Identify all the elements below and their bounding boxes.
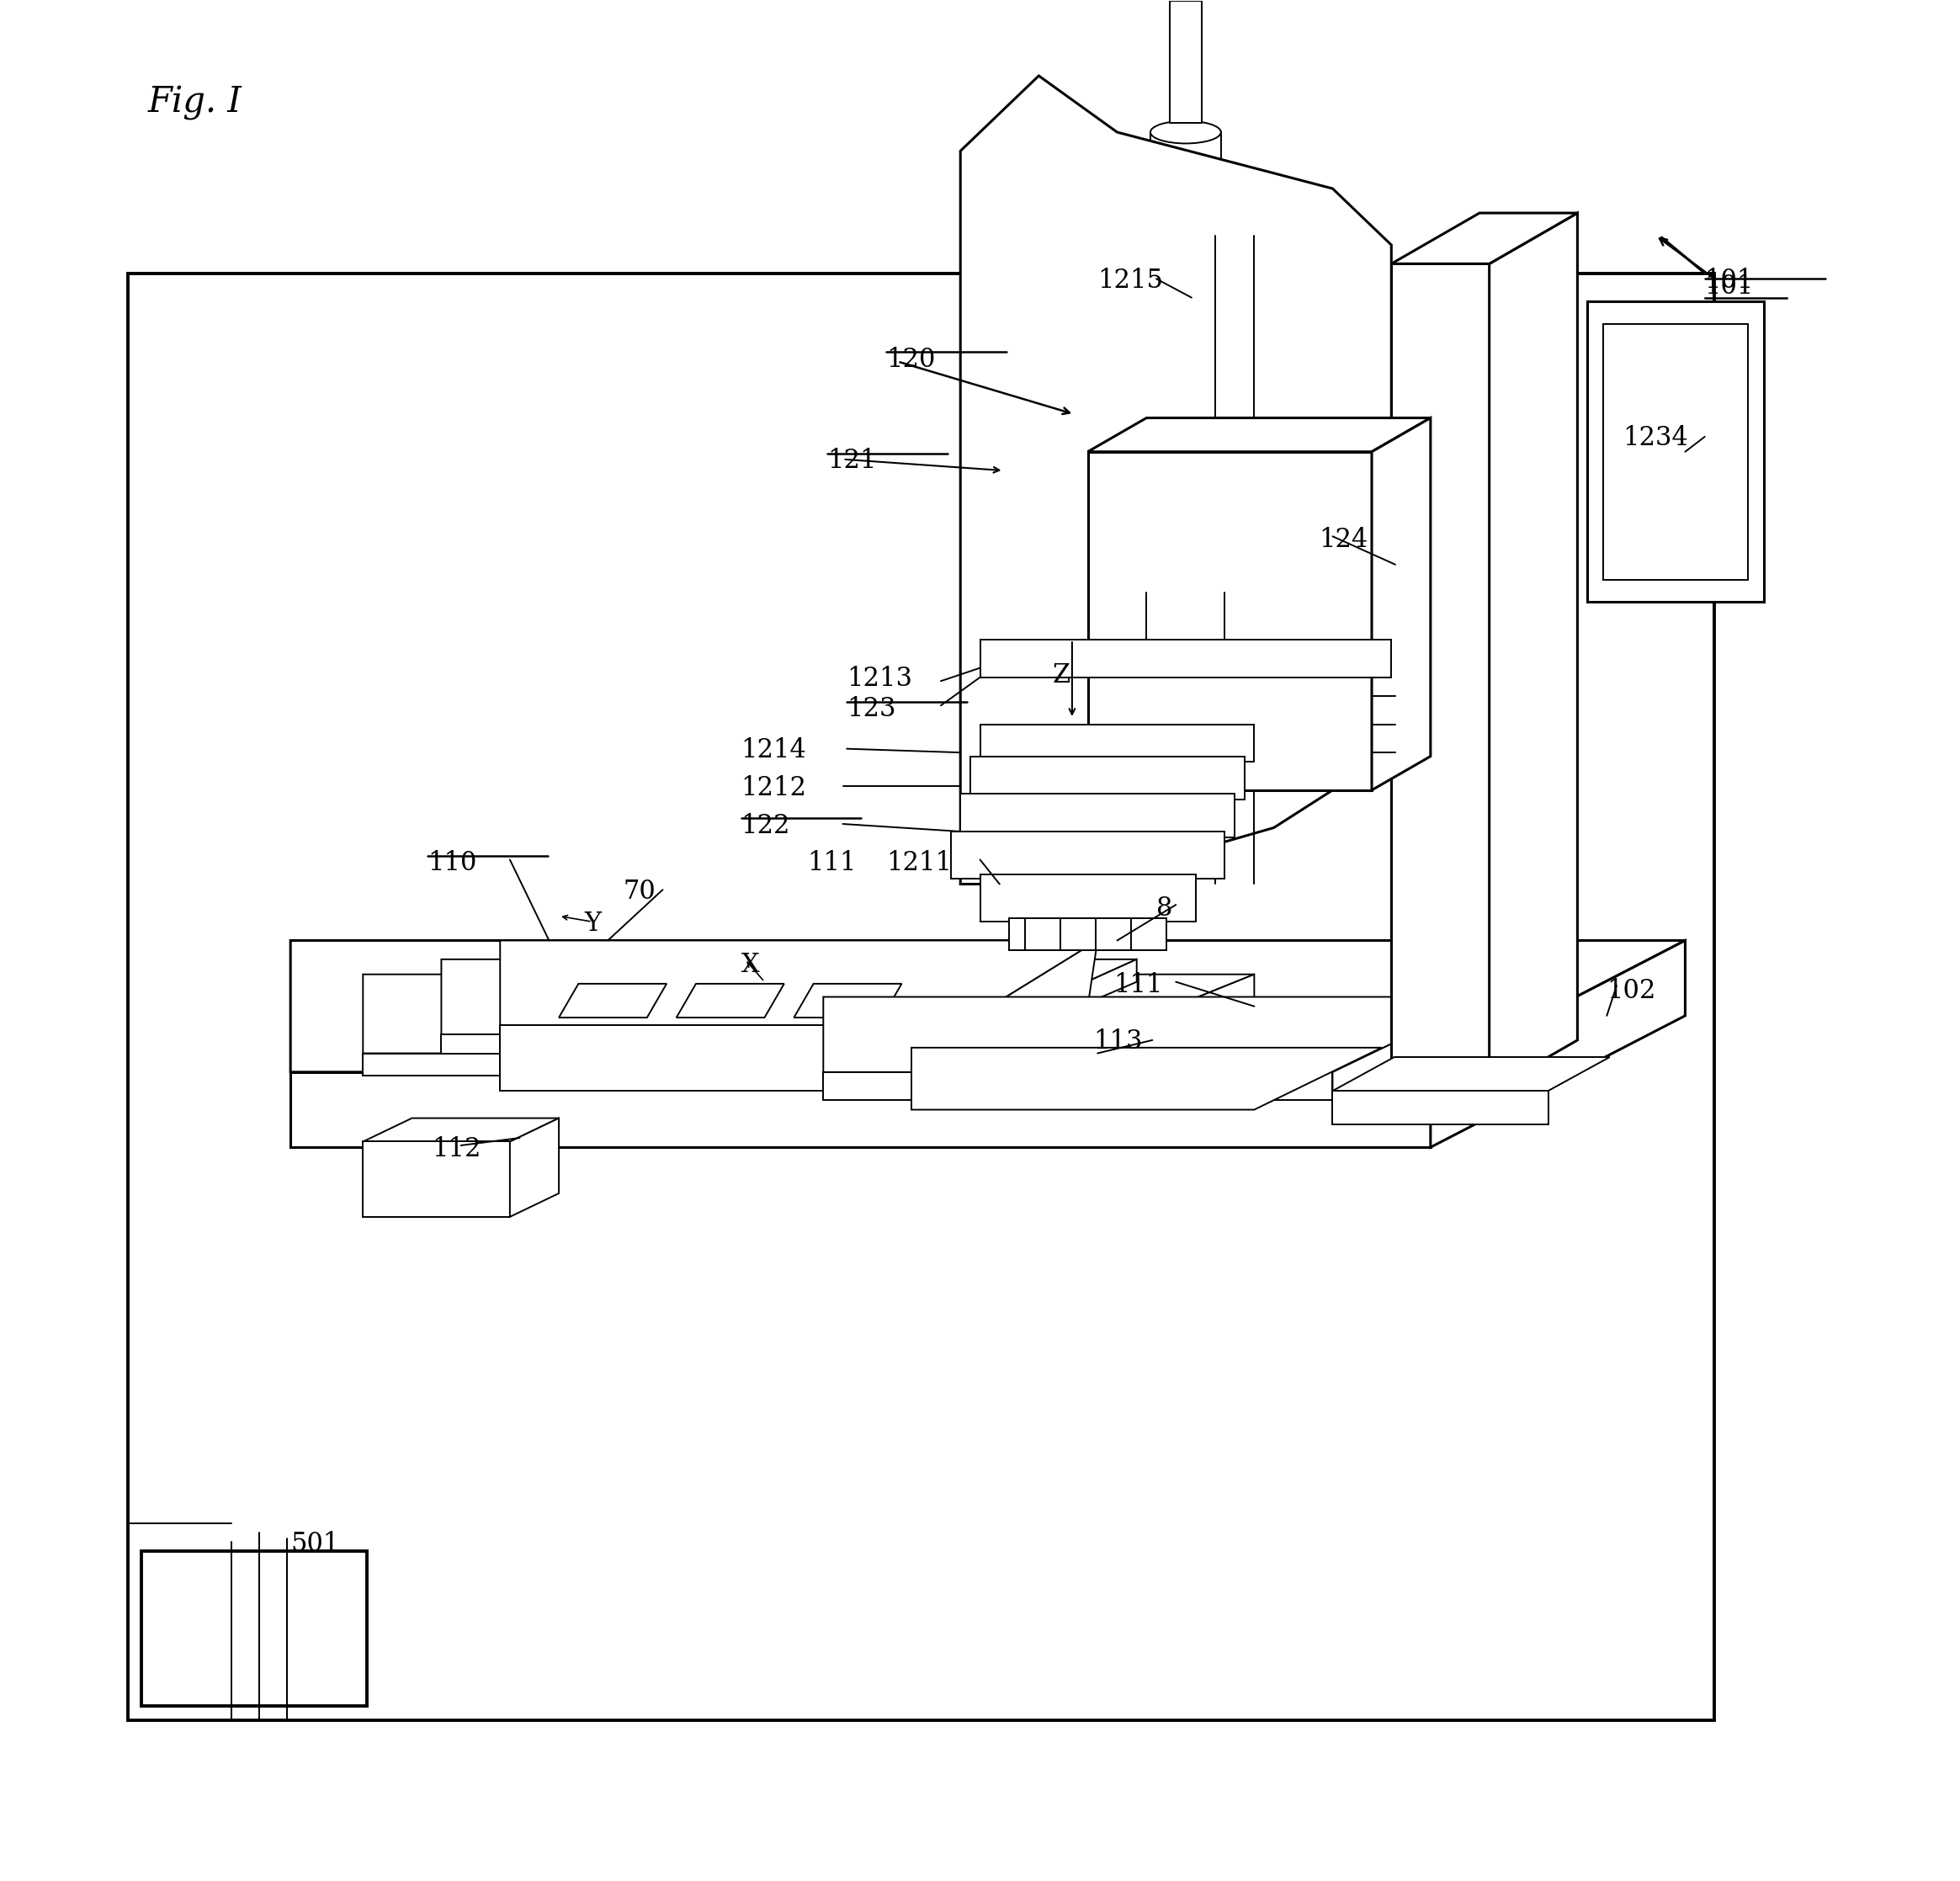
Polygon shape <box>1372 418 1431 790</box>
Text: 1212: 1212 <box>741 775 808 801</box>
Ellipse shape <box>1151 120 1221 143</box>
Text: X: X <box>741 952 759 978</box>
Text: 101: 101 <box>1705 267 1754 293</box>
Polygon shape <box>363 1142 510 1217</box>
Polygon shape <box>676 984 784 1018</box>
Bar <box>1235 630 1264 687</box>
Text: 1215: 1215 <box>1098 267 1162 293</box>
Text: 112: 112 <box>431 1136 480 1162</box>
Bar <box>1151 132 1221 235</box>
Polygon shape <box>951 831 1225 878</box>
Text: 1214: 1214 <box>741 737 806 764</box>
Bar <box>1107 602 1254 752</box>
Text: 8: 8 <box>1156 895 1172 922</box>
Text: 1211: 1211 <box>886 850 953 877</box>
Polygon shape <box>510 1117 559 1217</box>
Polygon shape <box>290 940 1686 1072</box>
Polygon shape <box>980 640 1392 677</box>
Polygon shape <box>1009 918 1166 950</box>
Polygon shape <box>1333 1091 1548 1125</box>
Polygon shape <box>1333 1057 1609 1091</box>
Text: 120: 120 <box>886 346 935 372</box>
Polygon shape <box>441 1035 970 1053</box>
Polygon shape <box>980 724 1254 762</box>
Polygon shape <box>1088 451 1372 790</box>
Polygon shape <box>500 1025 960 1091</box>
Text: 122: 122 <box>741 813 790 839</box>
Polygon shape <box>1392 263 1490 1091</box>
Text: Z: Z <box>1053 662 1070 688</box>
Polygon shape <box>823 997 1490 1072</box>
Polygon shape <box>980 875 1196 922</box>
Polygon shape <box>1058 974 1254 1076</box>
Polygon shape <box>363 1053 1058 1076</box>
Polygon shape <box>1392 213 1578 263</box>
Bar <box>1352 630 1382 687</box>
Bar <box>1143 245 1237 316</box>
Text: Y: Y <box>584 910 602 937</box>
Text: 113: 113 <box>1094 1029 1143 1055</box>
Bar <box>1170 0 1201 122</box>
Text: 1234: 1234 <box>1623 425 1688 451</box>
Polygon shape <box>960 794 1235 837</box>
Text: 101: 101 <box>1705 273 1754 299</box>
Polygon shape <box>1431 940 1686 1147</box>
Bar <box>1127 231 1254 329</box>
Text: 1213: 1213 <box>847 666 913 692</box>
Text: Fig. I: Fig. I <box>147 85 241 120</box>
Polygon shape <box>960 940 1098 1091</box>
Text: 102: 102 <box>1607 978 1656 1004</box>
Polygon shape <box>823 1072 1333 1100</box>
Polygon shape <box>441 959 1137 1035</box>
Polygon shape <box>290 1072 1431 1147</box>
Text: 121: 121 <box>827 448 876 474</box>
Text: 123: 123 <box>847 696 896 722</box>
Polygon shape <box>970 959 1137 1053</box>
Text: 110: 110 <box>427 850 476 877</box>
Polygon shape <box>794 984 902 1018</box>
Bar <box>141 1552 367 1706</box>
Polygon shape <box>1333 997 1490 1100</box>
Polygon shape <box>1088 418 1431 451</box>
Polygon shape <box>911 1048 1382 1110</box>
Polygon shape <box>960 75 1392 884</box>
Text: 124: 124 <box>1319 527 1368 553</box>
Polygon shape <box>363 1117 559 1142</box>
Bar <box>127 273 1715 1721</box>
Polygon shape <box>1490 213 1578 1091</box>
Text: 111: 111 <box>1113 972 1162 999</box>
Text: 111: 111 <box>808 850 857 877</box>
Text: 70: 70 <box>623 878 657 905</box>
Bar <box>1294 630 1323 687</box>
Bar <box>1588 301 1764 602</box>
Ellipse shape <box>1151 224 1221 246</box>
Polygon shape <box>363 974 1254 1053</box>
Polygon shape <box>559 984 666 1018</box>
Polygon shape <box>500 940 1098 1025</box>
Bar <box>1603 324 1748 579</box>
Text: 501: 501 <box>290 1531 339 1557</box>
Polygon shape <box>970 756 1245 799</box>
Ellipse shape <box>1147 574 1225 611</box>
